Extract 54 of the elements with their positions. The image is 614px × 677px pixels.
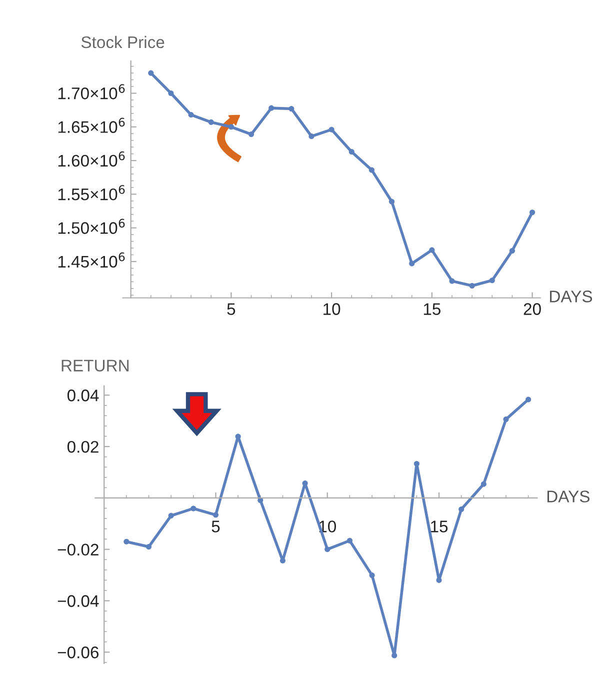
point (308, 134, 314, 140)
point (168, 90, 174, 96)
y-tick-label: 1.50×10$^{6}$ (58, 218, 125, 234)
x-tick-label: 5 (212, 520, 220, 532)
x-tick-label: 10 (324, 303, 340, 315)
point (248, 132, 254, 138)
x-axis-title: DAYS (547, 490, 590, 502)
y-tick-label: 0.02 (67, 440, 98, 453)
point (228, 124, 234, 130)
x-tick-label: 15 (431, 520, 448, 532)
point (324, 546, 330, 552)
y-tick-label: 0.04 (67, 390, 99, 402)
y-tick-label: −0.04 (58, 595, 99, 607)
point (124, 538, 130, 544)
point (409, 260, 415, 266)
point (449, 278, 455, 284)
point (389, 198, 395, 204)
point (188, 112, 194, 118)
y-tick-label: 1.55×10$^{6}$ (58, 185, 125, 200)
x-tick-label: 5 (227, 303, 236, 315)
y-tick-label: −0.02 (58, 544, 98, 556)
y-tick-label: 1.70×10$^{6}$ (58, 84, 125, 100)
y-tick-label: 1.45×10$^{6}$ (58, 252, 125, 268)
point (489, 278, 495, 284)
point (503, 416, 509, 422)
point (429, 247, 435, 253)
x-tick-label: 20 (524, 303, 541, 315)
point (526, 396, 532, 402)
point (148, 70, 154, 76)
point (368, 167, 374, 173)
point (288, 106, 294, 112)
point (212, 512, 219, 518)
point (480, 481, 486, 487)
y-tick-label: −0.06 (58, 646, 99, 658)
y-tick-label: 1.65×10$^{6}$ (58, 118, 125, 133)
y-tick-label: 1.60×10$^{6}$ (58, 151, 125, 167)
point (392, 652, 398, 658)
point (328, 126, 334, 132)
x-axis-title: DAYS (550, 290, 592, 302)
y-axis-title: Stock Price (81, 36, 164, 48)
x-tick-label: 15 (424, 303, 440, 315)
point (369, 572, 375, 578)
point (146, 544, 152, 550)
point (530, 210, 536, 216)
point (348, 149, 354, 155)
point (458, 506, 464, 512)
point (469, 282, 475, 289)
point (346, 538, 352, 544)
point (268, 105, 274, 111)
point (168, 512, 174, 518)
y-axis-title: RETURN (62, 360, 129, 372)
point (509, 248, 515, 254)
point (190, 506, 196, 512)
point (208, 119, 214, 125)
